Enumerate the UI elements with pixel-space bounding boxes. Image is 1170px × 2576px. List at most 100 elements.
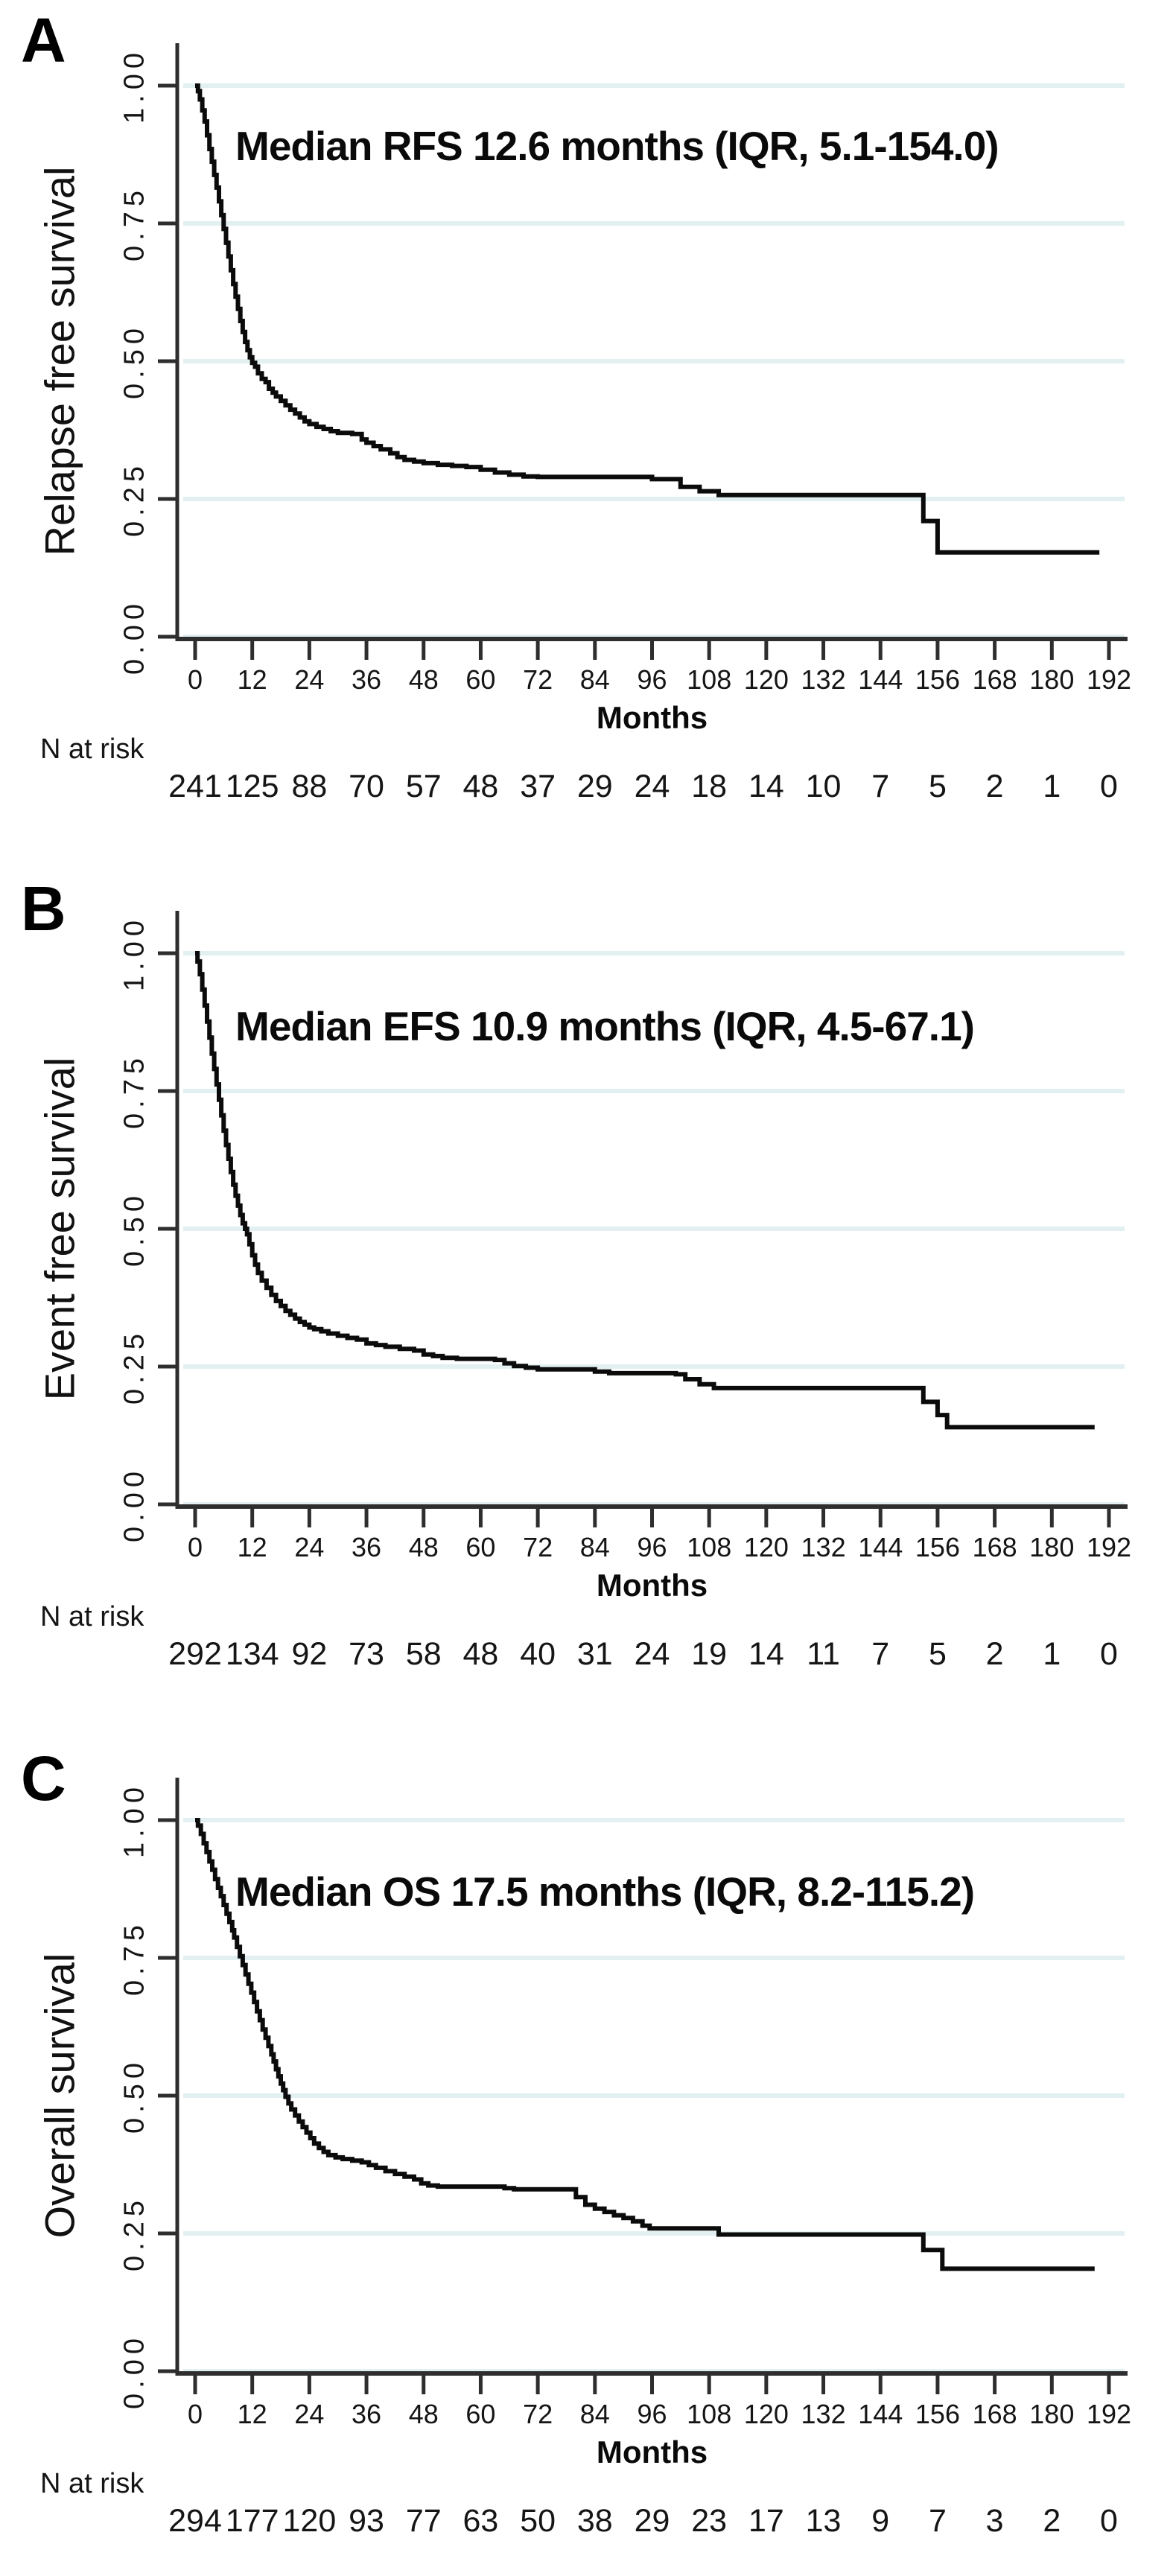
x-tick-label: 84 [579, 2399, 610, 2429]
x-tick-label: 0 [187, 664, 203, 695]
n-at-risk-count: 29 [576, 769, 613, 804]
n-at-risk-count: 5 [928, 1636, 947, 1672]
x-tick-label: 12 [237, 1532, 267, 1562]
x-tick-label: 60 [465, 664, 496, 695]
x-axis-label: Months [596, 700, 708, 735]
median-annotation: Median OS 17.5 months (IQR, 8.2-115.2) [235, 1869, 975, 1915]
x-tick-label: 144 [858, 1532, 903, 1562]
y-tick-label: 0.25 [118, 1329, 150, 1405]
x-tick-label: 144 [858, 2399, 903, 2429]
x-tick-label: 108 [687, 2399, 732, 2429]
y-tick-label: 0.75 [118, 1920, 150, 1996]
n-at-risk-count: 88 [291, 769, 328, 804]
n-at-risk-count: 10 [805, 769, 842, 804]
y-tick-label: 0.75 [118, 185, 150, 261]
x-tick-label: 192 [1086, 1532, 1132, 1562]
x-tick-label: 180 [1029, 1532, 1075, 1562]
n-at-risk-count: 3 [985, 2503, 1004, 2539]
n-at-risk-count: 11 [807, 1636, 840, 1672]
n-at-risk-count: 294 [168, 2503, 222, 2539]
n-at-risk-count: 2 [985, 769, 1004, 804]
panel-event-free-survival: B Event free survival Median EFS 10.9 mo… [0, 856, 1170, 1714]
x-tick-label: 96 [637, 664, 667, 695]
x-tick-label: 12 [237, 664, 267, 695]
x-tick-label: 60 [465, 2399, 496, 2429]
n-at-risk-count: 40 [520, 1636, 556, 1672]
panel-letter: C [21, 1743, 66, 1813]
x-tick-label: 132 [801, 1532, 846, 1562]
n-at-risk-count: 17 [748, 2503, 784, 2539]
n-at-risk-count: 9 [871, 2503, 890, 2539]
median-annotation: Median EFS 10.9 months (IQR, 4.5-67.1) [235, 1003, 975, 1049]
x-tick-label: 72 [523, 664, 553, 695]
y-tick-label: 0.50 [118, 2058, 150, 2134]
y-tick-label: 0.75 [118, 1053, 150, 1129]
n-at-risk-count: 57 [405, 769, 442, 804]
x-tick-label: 120 [743, 1532, 789, 1562]
n-at-risk-count: 5 [928, 769, 947, 804]
km-curve [195, 951, 1095, 1430]
n-at-risk-count: 1 [1043, 1636, 1061, 1672]
y-axis-label: Overall survival [36, 1953, 83, 2239]
x-tick-label: 96 [637, 1532, 667, 1562]
y-tick-label: 0.00 [118, 2333, 150, 2409]
n-at-risk-label: N at risk [40, 2468, 144, 2499]
panel-relapse-free-survival: A Relapse free survival Median RFS 12.6 … [0, 0, 1170, 856]
n-at-risk-count: 38 [576, 2503, 613, 2539]
y-tick-label: 1.00 [118, 48, 150, 124]
y-tick-label: 0.00 [118, 1466, 150, 1542]
n-at-risk-count: 19 [691, 1636, 728, 1672]
n-at-risk-count: 134 [225, 1636, 279, 1672]
y-tick-label: 0.50 [118, 1191, 150, 1267]
n-at-risk-count: 48 [462, 769, 499, 804]
x-axis-label: Months [596, 1568, 708, 1603]
x-tick-label: 144 [858, 664, 903, 695]
y-tick-label: 0.25 [118, 461, 150, 537]
panel-letter: A [21, 5, 66, 75]
y-tick-label: 1.00 [118, 915, 150, 991]
x-tick-label: 168 [972, 2399, 1017, 2429]
x-tick-label: 132 [801, 2399, 846, 2429]
n-at-risk-count: 63 [462, 2503, 499, 2539]
x-tick-label: 120 [743, 2399, 789, 2429]
x-tick-label: 156 [915, 2399, 960, 2429]
x-tick-label: 24 [294, 2399, 325, 2429]
n-at-risk-count: 23 [691, 2503, 728, 2539]
n-at-risk-count: 77 [405, 2503, 442, 2539]
n-at-risk-count: 13 [805, 2503, 842, 2539]
panel-letter: B [21, 874, 66, 944]
n-at-risk-count: 73 [349, 1636, 384, 1672]
x-tick-label: 84 [579, 1532, 610, 1562]
n-at-risk-count: 70 [349, 769, 384, 804]
x-tick-label: 72 [523, 2399, 553, 2429]
x-tick-label: 156 [915, 664, 960, 695]
n-at-risk-count: 0 [1100, 1636, 1118, 1672]
y-axis-label: Relapse free survival [36, 166, 83, 556]
n-at-risk-count: 14 [748, 769, 784, 804]
n-at-risk-count: 48 [462, 1636, 499, 1672]
n-at-risk-label: N at risk [40, 734, 144, 765]
n-at-risk-count: 177 [225, 2503, 279, 2539]
y-axis-label: Event free survival [36, 1057, 83, 1401]
panel-overall-survival: C Overall survival Median OS 17.5 months… [0, 1714, 1170, 2576]
y-tick-label: 1.00 [118, 1782, 150, 1858]
x-tick-label: 168 [972, 1532, 1017, 1562]
km-curve [195, 1818, 1095, 2271]
y-tick-label: 0.50 [118, 323, 150, 399]
x-tick-label: 120 [743, 664, 789, 695]
x-tick-label: 24 [294, 664, 325, 695]
x-tick-label: 96 [637, 2399, 667, 2429]
x-tick-label: 180 [1029, 2399, 1075, 2429]
km-plot-rfs [158, 43, 1128, 660]
n-at-risk-count: 7 [871, 769, 890, 804]
n-at-risk-count: 2 [985, 1636, 1004, 1672]
n-at-risk-count: 18 [691, 769, 728, 804]
n-at-risk-count: 24 [634, 1636, 670, 1672]
x-tick-label: 48 [408, 1532, 439, 1562]
y-tick-label: 0.25 [118, 2195, 150, 2271]
x-tick-label: 192 [1086, 664, 1132, 695]
n-at-risk-count: 92 [291, 1636, 328, 1672]
y-tick-label: 0.00 [118, 599, 150, 675]
x-tick-label: 72 [523, 1532, 553, 1562]
